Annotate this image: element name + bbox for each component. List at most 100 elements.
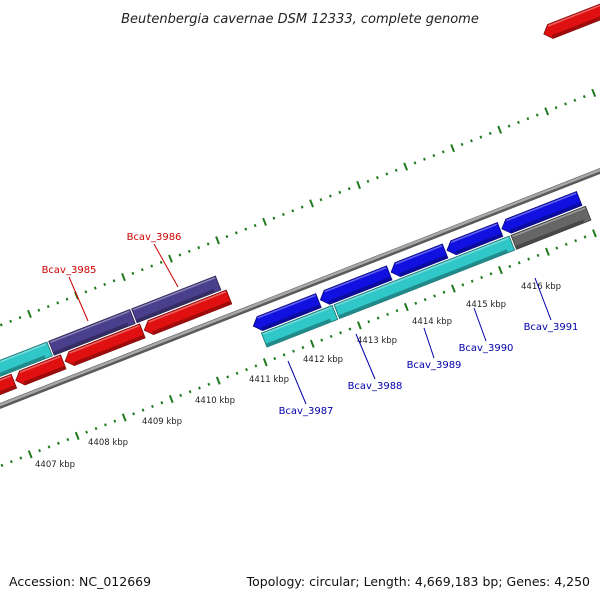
minor-tick — [273, 356, 277, 361]
feature-fwd-4-shine — [451, 223, 498, 243]
minor-tick — [432, 153, 436, 158]
gene-label: Bcav_3990 — [459, 343, 514, 354]
feature-teal-left-shadow — [0, 355, 46, 383]
major-tick — [215, 236, 220, 245]
minor-tick — [555, 246, 559, 250]
feature-rev-far-shadow — [551, 9, 600, 39]
minor-tick — [37, 308, 41, 312]
scale-label: 4407 kbp — [35, 460, 75, 470]
major-tick — [262, 358, 268, 367]
minor-tick — [112, 279, 116, 283]
minor-tick — [517, 261, 521, 265]
minor-tick — [526, 117, 530, 121]
major-tick — [544, 107, 550, 116]
feature-rev-3 — [64, 323, 146, 367]
minor-tick — [385, 172, 389, 176]
minor-tick — [85, 430, 89, 434]
minor-tick — [423, 298, 427, 302]
minor-tick — [582, 95, 586, 99]
minor-tick — [394, 168, 398, 172]
minor-tick — [348, 327, 352, 331]
feature-rna-2-body — [131, 275, 222, 324]
major-tick — [545, 247, 550, 256]
minor-tick — [281, 212, 285, 217]
gene-label: Bcav_3986 — [127, 232, 182, 243]
feature-teal-2-shadow — [338, 249, 509, 319]
backbone-highlight — [0, 168, 600, 407]
minor-tick — [235, 371, 239, 375]
major-tick — [262, 217, 267, 226]
minor-tick — [470, 139, 473, 143]
minor-tick — [413, 161, 417, 165]
minor-tick — [554, 106, 558, 110]
scale-label: 4415 kbp — [466, 300, 506, 310]
gene-leader-line — [287, 360, 307, 405]
feature-rev-far-shine — [547, 0, 600, 27]
feature-fwd-3-shine — [395, 245, 443, 265]
minor-tick — [319, 198, 323, 202]
major-tick — [356, 180, 361, 190]
feature-tracks — [0, 0, 600, 396]
feature-fwd-3-body — [390, 243, 449, 278]
minor-tick — [414, 301, 418, 305]
minor-tick — [254, 364, 258, 368]
major-tick — [451, 284, 456, 293]
feature-teal-2 — [333, 235, 516, 320]
major-tick — [168, 394, 174, 404]
minor-tick — [291, 209, 295, 213]
minor-tick — [573, 98, 577, 102]
major-tick — [356, 321, 362, 330]
minor-tick — [272, 216, 276, 220]
minor-tick — [470, 279, 474, 283]
scale-label: 4408 kbp — [88, 438, 128, 448]
feature-fwd-3-shadow — [399, 254, 448, 277]
minor-tick — [84, 290, 88, 294]
map-title: Beutenbergia cavernae DSM 12333, complet… — [121, 12, 479, 27]
minor-tick — [347, 187, 351, 191]
feature-fwd-1-shine — [257, 294, 316, 319]
minor-tick — [179, 393, 183, 397]
gene-label: Bcav_3988 — [348, 381, 403, 392]
minor-tick — [339, 331, 342, 335]
scale-label: 4411 kbp — [249, 375, 289, 385]
minor-tick — [160, 401, 164, 405]
feature-teal-left-shine — [0, 343, 47, 370]
minor-tick — [442, 290, 446, 294]
gene-leader-line — [534, 277, 552, 321]
major-tick — [309, 339, 315, 348]
feature-rev-2-shadow — [23, 365, 67, 385]
minor-tick — [151, 404, 154, 409]
minor-tick — [178, 253, 182, 257]
minor-tick — [206, 242, 210, 246]
gene-label: Bcav_3985 — [42, 265, 97, 276]
major-tick — [592, 229, 597, 238]
major-tick — [450, 144, 456, 153]
minor-tick — [376, 316, 380, 320]
minor-tick — [9, 319, 13, 323]
accession-text: Accession: NC_012669 — [9, 574, 151, 589]
feature-rna-2-shine — [132, 277, 216, 311]
minor-tick — [226, 375, 230, 379]
feature-fwd-2 — [319, 265, 393, 305]
gene-leader-line — [473, 307, 487, 342]
major-tick — [27, 309, 32, 319]
minor-tick — [19, 456, 23, 460]
major-tick — [403, 162, 409, 171]
major-tick — [591, 88, 597, 98]
feature-teal-1-body — [260, 304, 339, 348]
feature-fwd-4 — [446, 221, 504, 256]
minor-tick — [0, 463, 4, 467]
minor-tick — [141, 408, 145, 412]
feature-fwd-5-shine — [505, 192, 577, 222]
feature-fwd-2-shadow — [328, 276, 392, 305]
minor-tick — [234, 231, 238, 235]
tick-track-lower — [0, 229, 597, 467]
minor-tick — [535, 113, 539, 117]
gene-leader-line — [355, 333, 376, 380]
major-tick — [121, 272, 126, 282]
minor-tick — [0, 323, 3, 327]
major-tick — [498, 266, 503, 275]
gene-leader-line — [153, 243, 179, 288]
minor-tick — [386, 312, 389, 316]
